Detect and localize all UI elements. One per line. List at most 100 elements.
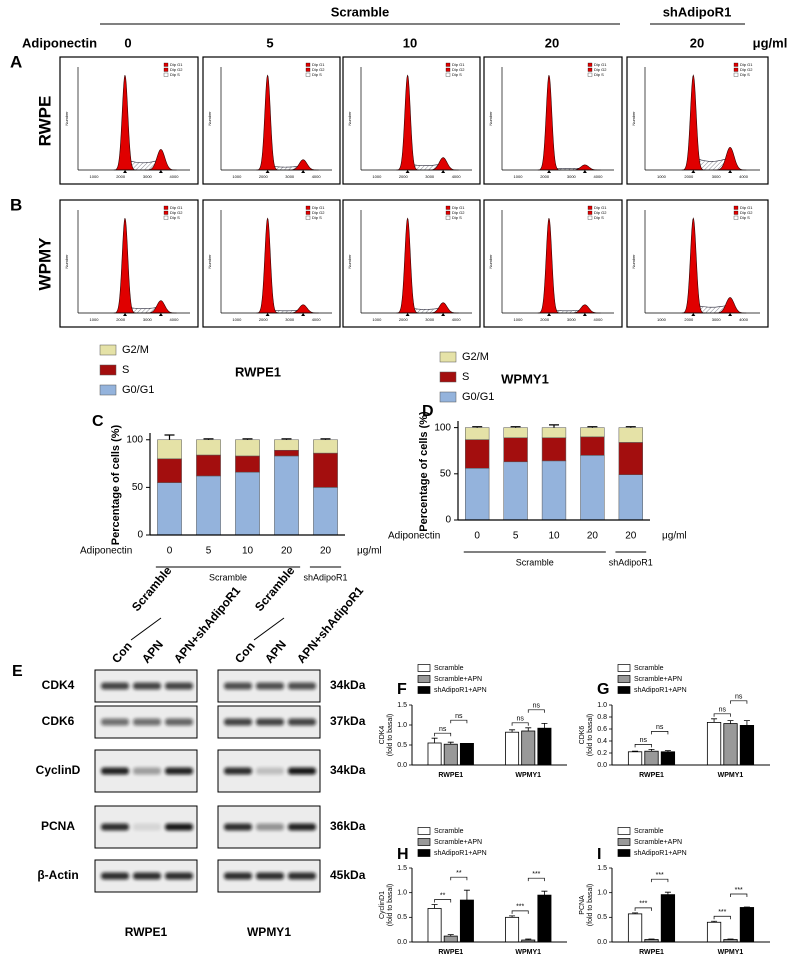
peak-marker (265, 170, 270, 173)
band (133, 872, 161, 880)
band (133, 718, 161, 726)
bar (537, 894, 552, 943)
x-tick-label: WPMY1 (718, 949, 744, 956)
legend-swatch (99, 364, 117, 376)
bar-segment (465, 468, 490, 521)
group-label: Scramble (209, 572, 247, 582)
x-tick-label: WPMY1 (515, 949, 541, 956)
error-bar (431, 904, 438, 909)
error-bar (447, 934, 454, 937)
bar (459, 743, 474, 766)
error-bar (281, 438, 292, 440)
legend-label: Dip G2 (170, 67, 183, 72)
peak-marker (547, 170, 552, 173)
g1-peak (396, 74, 419, 171)
peak-marker (158, 170, 163, 173)
legend-swatch (617, 664, 631, 672)
significance-label: *** (735, 887, 743, 894)
bar (739, 725, 755, 766)
legend-label: Scramble+APN (634, 839, 682, 846)
band (101, 872, 129, 880)
band (224, 823, 252, 831)
y-tick-label: 0.6 (597, 726, 607, 733)
legend-label: Dip G1 (170, 62, 183, 67)
g1-peak (113, 218, 137, 314)
treatment-label: Adiponectin (22, 35, 97, 50)
x-tick-label: 10 (242, 546, 254, 557)
band (133, 823, 161, 831)
legend-swatch (417, 849, 431, 857)
bar-segment (235, 471, 260, 536)
x-tick-label: RWPE1 (438, 949, 463, 956)
legend-swatch (587, 205, 593, 210)
error-bar (541, 723, 548, 729)
panel-label: I (597, 846, 601, 863)
bar (427, 908, 442, 943)
significance-label: ns (439, 726, 447, 733)
legend-label: Dip S (740, 72, 750, 77)
peak-marker (265, 313, 270, 316)
significance-bracket (527, 877, 545, 882)
peak-marker (301, 170, 306, 173)
legend-label: Dip G1 (740, 62, 753, 67)
peak-marker (582, 313, 587, 316)
legend-label: Scramble+APN (634, 676, 682, 683)
error-bar (242, 438, 253, 440)
y-tick-label: 0.2 (597, 750, 607, 757)
band (133, 682, 161, 690)
lane-label: APN (262, 638, 289, 666)
bar-segment (274, 439, 299, 451)
legend-label: Scramble (634, 828, 664, 835)
y-axis-label: Number (488, 111, 493, 126)
legend-swatch (417, 827, 431, 835)
legend-label: G2/M (462, 351, 489, 363)
legend-swatch (305, 215, 311, 220)
x-tick-label: 0 (167, 546, 173, 557)
legend-label: Dip S (452, 215, 462, 220)
band (101, 682, 129, 690)
legend-swatch (439, 351, 457, 363)
y-tick-label: 1.5 (597, 865, 607, 872)
band (288, 682, 316, 690)
bar-segment (580, 455, 605, 521)
legend-label: Scramble+APN (434, 676, 482, 683)
x-tick-label: 4000 (739, 174, 749, 179)
error-bar (625, 426, 636, 428)
peak-marker (547, 313, 552, 316)
g1-peak (681, 74, 705, 171)
legend-swatch (733, 62, 739, 67)
band (224, 718, 252, 726)
error-bar (509, 915, 516, 918)
peak-marker (158, 313, 163, 316)
legend-label: Dip G1 (594, 205, 607, 210)
x-axis-label: Adiponectin (388, 531, 440, 542)
legend-swatch (163, 215, 169, 220)
bar (443, 743, 458, 766)
error-bar (632, 912, 639, 914)
x-tick-label: WPMY1 (718, 772, 744, 779)
legend-swatch (445, 210, 451, 215)
significance-bracket (511, 722, 529, 726)
band (256, 682, 284, 690)
error-bar (632, 750, 639, 752)
bar-segment (196, 454, 221, 477)
bar (459, 899, 474, 943)
peak-marker (405, 313, 410, 316)
legend-label: Dip S (740, 215, 750, 220)
y-axis-label: Number (631, 111, 636, 126)
legend-swatch (445, 62, 451, 67)
y-axis-label: (fold to basal) (387, 714, 394, 756)
x-tick-label: 1000 (514, 174, 524, 179)
band (224, 767, 252, 775)
x-tick-label: 1000 (372, 317, 382, 322)
peak-marker (728, 170, 733, 173)
legend-label: Scramble+APN (434, 839, 482, 846)
group-divider (130, 617, 162, 641)
y-axis-label: Number (207, 111, 212, 126)
legend-swatch (305, 72, 311, 77)
y-axis-label: Percentage of cells (%) (110, 424, 122, 545)
y-axis-label: (fold to basal) (587, 714, 594, 756)
x-tick-label: 2000 (540, 317, 550, 322)
legend-swatch (417, 664, 431, 672)
bar (505, 916, 520, 943)
